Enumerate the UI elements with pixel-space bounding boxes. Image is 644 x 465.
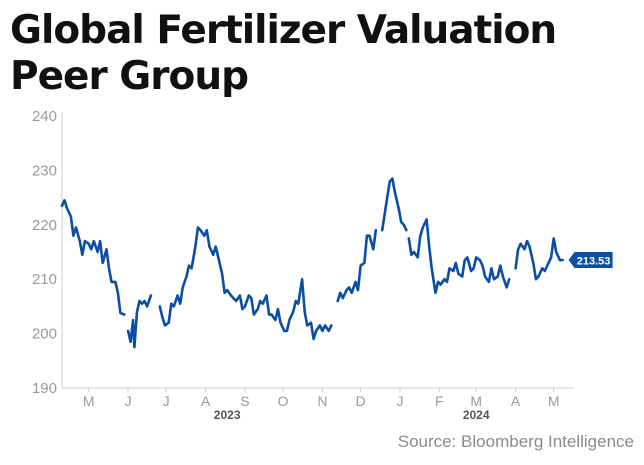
last-value-tag xyxy=(568,251,613,268)
y-tick-label: 240 xyxy=(32,108,57,125)
chart-title: Global Fertilizer Valuation Peer Group xyxy=(10,8,557,100)
x-tick-label: J xyxy=(163,393,170,409)
y-tick-label: 230 xyxy=(32,162,57,179)
y-tick-label: 210 xyxy=(32,271,57,288)
y-axis: 190 200 210 220 230 240 xyxy=(32,108,63,397)
x-tick-label: N xyxy=(317,393,327,409)
x-year-label: 2023 xyxy=(214,408,241,422)
series-segment xyxy=(407,218,511,295)
x-year-label: 2024 xyxy=(463,408,490,422)
series-segment xyxy=(380,177,408,232)
x-tick-label: F xyxy=(435,393,444,409)
x-tick-label: M xyxy=(470,393,482,409)
series-segment xyxy=(336,228,378,303)
y-tick-label: 190 xyxy=(32,380,57,397)
x-tick-label: J xyxy=(396,393,403,409)
series-segment xyxy=(126,294,153,349)
x-tick-label: M xyxy=(83,393,95,409)
y-tick-label: 200 xyxy=(32,326,57,343)
last-value-text: 213.53 xyxy=(577,255,611,267)
x-tick-label: O xyxy=(278,393,289,409)
x-axis: M J J A S O N D J F M A M 2023 2024 xyxy=(62,387,574,422)
x-tick-label: A xyxy=(511,393,521,409)
series-segment xyxy=(60,199,126,316)
series-segment xyxy=(514,237,564,281)
y-tick-label: 220 xyxy=(32,217,57,234)
series-segment xyxy=(158,226,333,341)
series-line xyxy=(60,177,564,349)
last-value-label: 213.53 xyxy=(568,251,613,268)
x-tick-label: J xyxy=(125,393,132,409)
chart-title-line-2: Peer Group xyxy=(10,54,249,99)
chart-title-line-1: Global Fertilizer Valuation xyxy=(10,8,557,53)
x-tick-label: S xyxy=(240,393,249,409)
x-tick-label: A xyxy=(201,393,211,409)
source-note: Source: Bloomberg Intelligence xyxy=(397,432,634,451)
x-tick-label: M xyxy=(548,393,560,409)
x-tick-label: D xyxy=(355,393,365,409)
